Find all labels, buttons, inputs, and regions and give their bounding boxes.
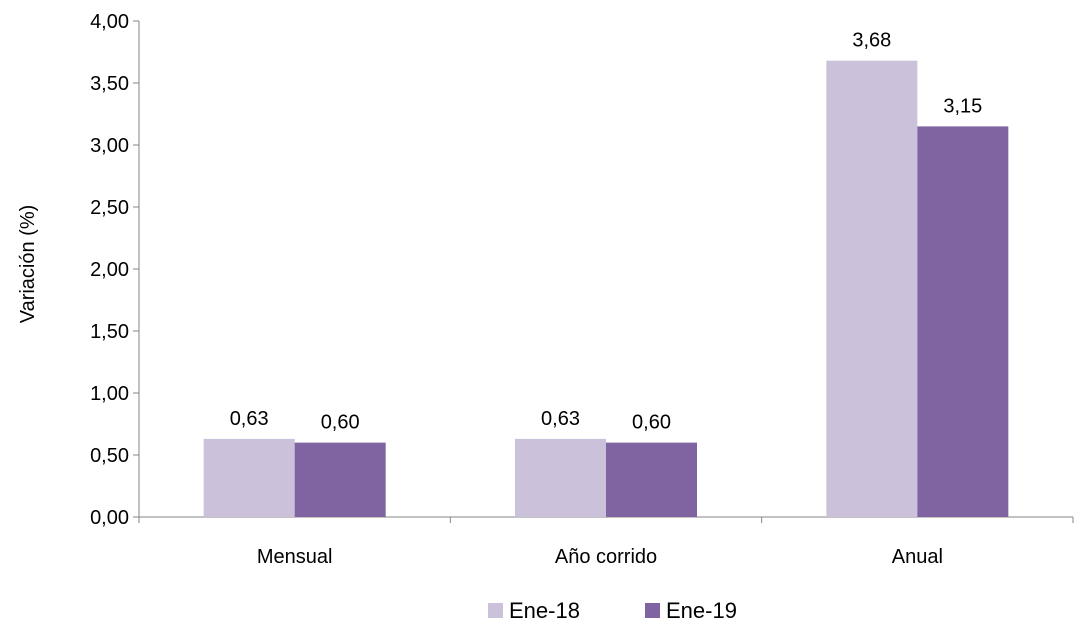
y-tick-label: 4,00 [90,11,129,33]
y-axis: 0,00 0,50 1,00 1,50 2,00 2,50 3,00 3,50 4,00 [90,11,140,529]
x-tick-label: Mensual [257,546,333,568]
data-label: 3,68 [852,30,891,52]
legend-swatch [645,603,660,618]
legend-swatch [488,603,503,618]
y-tick-label: 0,00 [90,507,129,529]
data-label: 0,63 [230,408,269,430]
bar [606,442,697,517]
x-tick-label: Año corrido [555,546,657,568]
bar [917,126,1009,518]
legend-label: Ene-19 [666,598,737,623]
legend-label: Ene-18 [509,598,580,623]
y-axis-title: Variación (%) [17,205,39,324]
y-tick-label: 1,00 [90,383,129,405]
data-label: 0,60 [632,412,671,434]
bar [515,438,606,517]
data-label: 3,15 [943,95,982,117]
y-tick-label: 3,50 [90,73,129,95]
y-tick-label: 3,00 [90,135,129,157]
data-labels: 0,63 0,60 0,63 0,60 3,68 3,15 [230,30,983,434]
y-tick-label: 2,00 [90,259,129,281]
x-axis: Mensual Año corrido Anual [138,516,1074,568]
y-tick-label: 0,50 [90,445,129,467]
x-tick-label: Anual [892,546,943,568]
bars [203,60,1009,518]
bar [826,60,918,518]
y-tick-label: 2,50 [90,197,129,219]
data-label: 0,60 [321,412,360,434]
legend: Ene-18 Ene-19 [488,598,737,623]
y-tick-label: 1,50 [90,321,129,343]
bar [294,442,386,517]
bar [203,438,295,517]
data-label: 0,63 [541,408,580,430]
